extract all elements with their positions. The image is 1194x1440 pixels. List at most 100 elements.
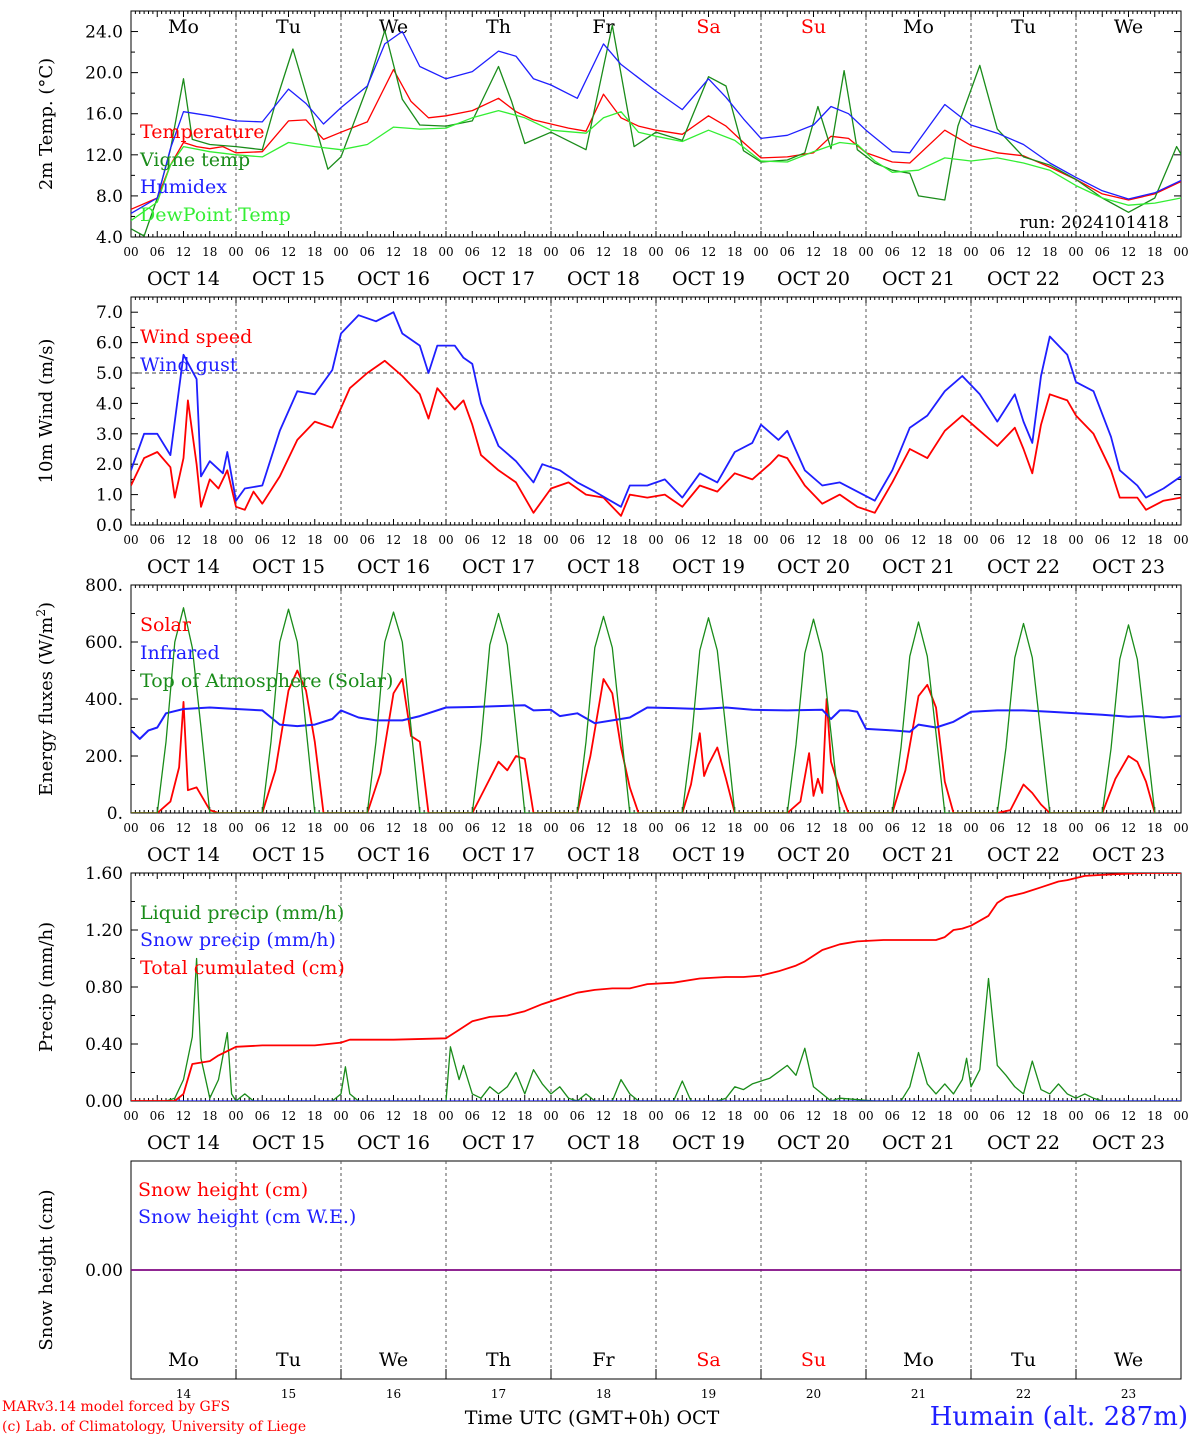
date-label: OCT 23 bbox=[1092, 1132, 1165, 1154]
hour-tick-label: 12 bbox=[281, 821, 296, 835]
station-label: Humain (alt. 287m) bbox=[929, 1402, 1188, 1432]
hour-tick-label: 06 bbox=[570, 1109, 585, 1123]
hour-tick-label: 00 bbox=[123, 821, 138, 835]
hour-tick-label: 06 bbox=[255, 533, 270, 547]
date-label: OCT 19 bbox=[672, 268, 745, 290]
hour-tick-label: 00 bbox=[1068, 533, 1083, 547]
hour-tick-label: 18 bbox=[727, 1109, 742, 1123]
y-axis-label: 10m Wind (m/s) bbox=[36, 339, 57, 484]
y-tick-label: 8.0 bbox=[96, 187, 123, 207]
date-label: OCT 23 bbox=[1092, 268, 1165, 290]
y-tick-label: 800. bbox=[85, 576, 123, 596]
hour-tick-label: 00 bbox=[1068, 1109, 1083, 1123]
hour-tick-label: 18 bbox=[727, 245, 742, 259]
date-label: OCT 22 bbox=[987, 268, 1060, 290]
date-label: OCT 19 bbox=[672, 844, 745, 866]
hour-tick-label: 12 bbox=[176, 821, 191, 835]
hour-tick-label: 06 bbox=[885, 533, 900, 547]
hour-tick-label: 00 bbox=[228, 1109, 243, 1123]
hour-tick-label: 06 bbox=[150, 1109, 165, 1123]
hour-tick-label: 06 bbox=[990, 821, 1005, 835]
day-name: Su bbox=[801, 1349, 826, 1371]
hour-tick-label: 00 bbox=[963, 533, 978, 547]
series-line-humidex bbox=[131, 30, 1181, 214]
hour-tick-label: 00 bbox=[858, 245, 873, 259]
hour-tick-label: 18 bbox=[832, 1109, 847, 1123]
hour-tick-label: 12 bbox=[911, 245, 926, 259]
date-label: OCT 15 bbox=[252, 1132, 325, 1154]
hour-tick-label: 00 bbox=[1068, 245, 1083, 259]
date-number: 18 bbox=[596, 1387, 611, 1401]
hour-tick-label: 00 bbox=[753, 1109, 768, 1123]
hour-tick-label: 00 bbox=[438, 821, 453, 835]
legend-vigne-temp: Vigne temp bbox=[139, 149, 250, 171]
date-label: OCT 16 bbox=[357, 556, 430, 578]
hour-tick-label: 06 bbox=[675, 1109, 690, 1123]
day-name: Sa bbox=[696, 1349, 720, 1371]
legend-humidex: Humidex bbox=[140, 176, 227, 198]
legend-wind-gust: Wind gust bbox=[140, 354, 238, 376]
hour-tick-label: 12 bbox=[281, 1109, 296, 1123]
y-axis-label: Snow height (cm) bbox=[36, 1189, 57, 1350]
y-tick-label: 16.0 bbox=[85, 105, 123, 125]
hour-tick-label: 12 bbox=[701, 245, 716, 259]
hour-tick-label: 18 bbox=[832, 533, 847, 547]
hour-tick-label: 12 bbox=[806, 821, 821, 835]
hour-tick-label: 06 bbox=[360, 245, 375, 259]
legend-temperature: Temperature bbox=[140, 121, 264, 143]
hour-tick-label: 12 bbox=[596, 245, 611, 259]
day-name: Tu bbox=[1011, 1349, 1036, 1371]
day-name: We bbox=[1114, 16, 1143, 38]
day-name: Mo bbox=[903, 16, 934, 38]
y-tick-label: 0.00 bbox=[85, 1092, 123, 1112]
date-number: 22 bbox=[1016, 1387, 1031, 1401]
hour-tick-label: 00 bbox=[438, 1109, 453, 1123]
date-number: 16 bbox=[386, 1387, 401, 1401]
y-tick-label: 0.00 bbox=[85, 1261, 123, 1281]
y-tick-label: 600. bbox=[85, 633, 123, 653]
date-label: OCT 23 bbox=[1092, 556, 1165, 578]
hour-tick-label: 06 bbox=[150, 245, 165, 259]
legend-snow-precip-mm-h: Snow precip (mm/h) bbox=[140, 929, 336, 951]
date-label: OCT 18 bbox=[567, 556, 640, 578]
day-name: We bbox=[1114, 1349, 1143, 1371]
day-name: Mo bbox=[168, 1349, 199, 1371]
hour-tick-label: 18 bbox=[307, 245, 322, 259]
legend-snow-height-cm-w-e: Snow height (cm W.E.) bbox=[138, 1206, 356, 1228]
hour-tick-label: 00 bbox=[333, 821, 348, 835]
day-name: Fr bbox=[592, 1349, 615, 1371]
series-group bbox=[131, 873, 1181, 1101]
hour-tick-label: 18 bbox=[517, 1109, 532, 1123]
panel-1: 00 06 12 18 00 06 12 18 00 06 12 18 00 06 12 18 00 06 12 18… bbox=[36, 10, 1189, 290]
series-line-wind-speed bbox=[131, 359, 1181, 517]
hour-tick-label: 00 bbox=[123, 533, 138, 547]
date-label: OCT 19 bbox=[672, 556, 745, 578]
hour-tick-label: 06 bbox=[255, 1109, 270, 1123]
date-label: OCT 17 bbox=[462, 556, 535, 578]
date-label: OCT 17 bbox=[462, 268, 535, 290]
hour-tick-label: 12 bbox=[281, 245, 296, 259]
date-label: OCT 17 bbox=[462, 1132, 535, 1154]
hour-tick-label: 12 bbox=[1121, 245, 1136, 259]
y-tick-label: 5.0 bbox=[96, 364, 123, 384]
hour-tick-label: 00 bbox=[228, 245, 243, 259]
hour-tick-label: 18 bbox=[622, 245, 637, 259]
hour-tick-label: 18 bbox=[937, 821, 952, 835]
hour-tick-label: 06 bbox=[780, 245, 795, 259]
date-label: OCT 14 bbox=[147, 1132, 220, 1154]
hour-tick-label: 18 bbox=[1042, 245, 1057, 259]
hour-tick-label: 00 bbox=[963, 821, 978, 835]
date-label: OCT 16 bbox=[357, 844, 430, 866]
hour-tick-label: 12 bbox=[701, 533, 716, 547]
date-label: OCT 14 bbox=[147, 268, 220, 290]
hour-tick-label: 00 bbox=[753, 821, 768, 835]
date-label: OCT 20 bbox=[777, 556, 850, 578]
hour-tick-label: 06 bbox=[885, 1109, 900, 1123]
hour-tick-label: 06 bbox=[675, 821, 690, 835]
y-axis-label: 2m Temp. (°C) bbox=[36, 58, 57, 190]
hour-tick-label: 06 bbox=[1095, 245, 1110, 259]
day-name: Tu bbox=[1011, 16, 1036, 38]
hour-tick-label: 06 bbox=[360, 533, 375, 547]
y-tick-label: 3.0 bbox=[96, 425, 123, 445]
